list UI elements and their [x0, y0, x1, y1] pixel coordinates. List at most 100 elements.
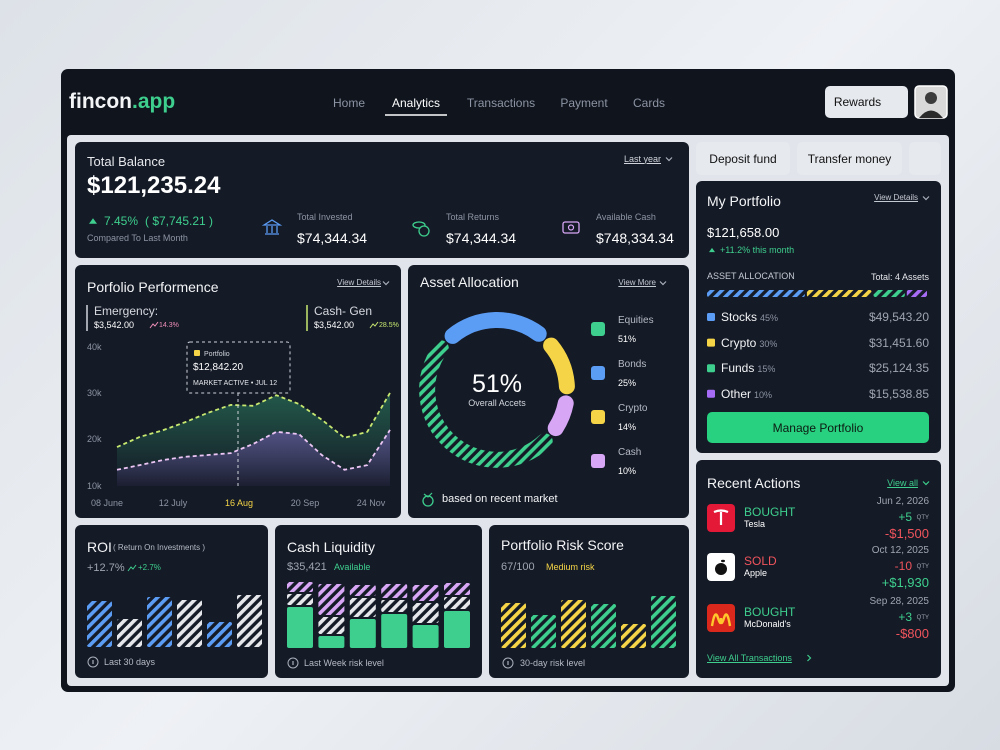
- action-amount: +$1,930: [881, 574, 929, 590]
- details-link[interactable]: View Details: [337, 278, 381, 287]
- card-title: Asset Allocation: [420, 274, 519, 290]
- rewards-button[interactable]: Rewards: [825, 86, 908, 118]
- legend-value: 14%: [618, 421, 637, 432]
- card-title: Cash Liquidity: [287, 539, 375, 555]
- legend-name: Bonds: [618, 359, 647, 370]
- stat-label: Total Returns: [446, 211, 500, 222]
- card-footer: Last Week risk level: [304, 657, 384, 668]
- brand-suffix: .app: [132, 90, 176, 113]
- card-title: Portfolio Risk Score: [501, 537, 624, 553]
- action-type: BOUGHT: [744, 605, 796, 619]
- asset-label: Other 10%: [721, 388, 772, 400]
- asset-name: Stocks: [721, 310, 758, 324]
- deposit-button[interactable]: Deposit fund: [696, 142, 790, 175]
- action-date: Jun 2, 2026: [876, 496, 929, 507]
- nav-item[interactable]: Cards: [632, 96, 666, 110]
- asset-name: Other: [721, 386, 752, 401]
- period-select[interactable]: Last year: [623, 153, 661, 164]
- nav-item[interactable]: Transactions: [466, 96, 536, 110]
- action-qty: +3: [898, 610, 912, 624]
- x-tick-label: 20 Sep: [290, 497, 320, 508]
- legend-name: Emergency:: [94, 304, 159, 318]
- asset-name: Crypto: [721, 335, 757, 350]
- manage-portfolio-button[interactable]: Manage Portfolio: [707, 412, 929, 443]
- y-tick-label: 40k: [87, 341, 102, 352]
- legend-change: 28.5%: [379, 321, 399, 329]
- filter-button[interactable]: [909, 142, 941, 175]
- action-qty: -10: [894, 559, 912, 573]
- details-link[interactable]: View Details: [874, 193, 918, 202]
- legend-change: 14.3%: [159, 321, 179, 329]
- y-tick-label: 30k: [87, 387, 102, 398]
- x-tick-label: 24 Nov: [356, 497, 386, 508]
- action-type: SOLD: [744, 554, 777, 568]
- card-footer: Last 30 days: [104, 656, 156, 667]
- company-name: Tesla: [744, 518, 766, 529]
- asset-amount: $25,124.35: [868, 361, 929, 376]
- legend-value: 51%: [618, 333, 637, 344]
- stat-value: $748,334.34: [596, 230, 674, 246]
- section-label: ASSET ALLOCATION: [707, 270, 795, 281]
- liquidity-value: $35,421: [287, 560, 327, 573]
- card-title: Total Balance: [87, 153, 166, 169]
- card-subtitle: ( Return On Investments ): [113, 543, 206, 552]
- portfolio-amount: $121,658.00: [707, 224, 780, 240]
- y-tick-label: 20k: [87, 434, 102, 445]
- balance-card: [75, 142, 689, 258]
- brand-name: fincon: [69, 90, 132, 113]
- asset-share: 30%: [759, 338, 778, 349]
- view-all-link[interactable]: View all: [887, 477, 918, 488]
- tooltip-value: $12,842.20: [193, 362, 244, 373]
- allocation-footer: based on recent market: [442, 492, 558, 505]
- portfolio-change: +11.2% this month: [720, 244, 795, 255]
- donut-center-label: Overall Accets: [468, 397, 526, 408]
- company-name: McDonald's: [744, 618, 791, 629]
- qty-unit: QTY: [916, 615, 929, 621]
- qty-unit: QTY: [916, 515, 929, 521]
- change-amount: ( $7,745.21 ): [145, 214, 214, 228]
- y-tick-label: 10k: [87, 480, 102, 491]
- asset-label: Funds 15%: [721, 362, 775, 374]
- asset-share: 10%: [754, 389, 773, 400]
- asset-amount: $49,543.20: [868, 310, 929, 324]
- balance-note: Compared To Last Month: [87, 232, 188, 243]
- asset-amount: $15,538.85: [868, 386, 929, 401]
- transfer-button[interactable]: Transfer money: [797, 142, 902, 175]
- legend-name: Crypto: [618, 403, 648, 414]
- action-date: Oct 12, 2025: [871, 545, 929, 556]
- risk-value: 67/100: [501, 560, 535, 573]
- action-type: BOUGHT: [744, 505, 796, 519]
- company-name: Apple: [744, 567, 768, 578]
- transactions-link[interactable]: View All Transactions: [707, 652, 792, 663]
- stat-label: Available Cash: [596, 211, 656, 222]
- x-tick-label: 08 June: [90, 497, 124, 508]
- recent-actions-card: [696, 460, 941, 678]
- assets-total: Total: 4 Assets: [870, 271, 929, 282]
- nav-item[interactable]: Analytics: [391, 96, 441, 110]
- action-amount: -$800: [895, 625, 929, 641]
- liquidity-status: Available: [334, 561, 371, 572]
- balance-amount: $121,235.24: [87, 172, 221, 199]
- tooltip-label: Portfolio: [204, 350, 230, 358]
- nav-item[interactable]: Payment: [560, 96, 608, 110]
- stat-value: $74,344.34: [297, 230, 368, 246]
- asset-label: Crypto 30%: [721, 337, 777, 349]
- donut-center-value: 51%: [471, 369, 523, 398]
- performance-card: [75, 265, 401, 518]
- legend-value: 10%: [618, 465, 637, 476]
- action-date: Sep 28, 2025: [869, 596, 930, 607]
- rewards-label: Rewards: [833, 95, 882, 109]
- asset-amount: $31,451.60: [868, 335, 929, 350]
- brand: fincon.app: [69, 91, 175, 112]
- legend-value: 25%: [618, 377, 637, 388]
- x-tick-label: 12 July: [158, 497, 188, 508]
- stat-label: Total Invested: [297, 211, 353, 222]
- details-link[interactable]: View More: [618, 278, 656, 287]
- legend-name: Cash- Gen: [314, 304, 373, 318]
- card-title: Recent Actions: [707, 475, 801, 491]
- card-title: Porfolio Performence: [87, 279, 219, 295]
- x-tick-label: 16 Aug: [224, 497, 254, 508]
- change-pct: 7.45%: [104, 214, 139, 228]
- action-qty: +5: [898, 510, 912, 524]
- nav-item[interactable]: Home: [332, 96, 366, 110]
